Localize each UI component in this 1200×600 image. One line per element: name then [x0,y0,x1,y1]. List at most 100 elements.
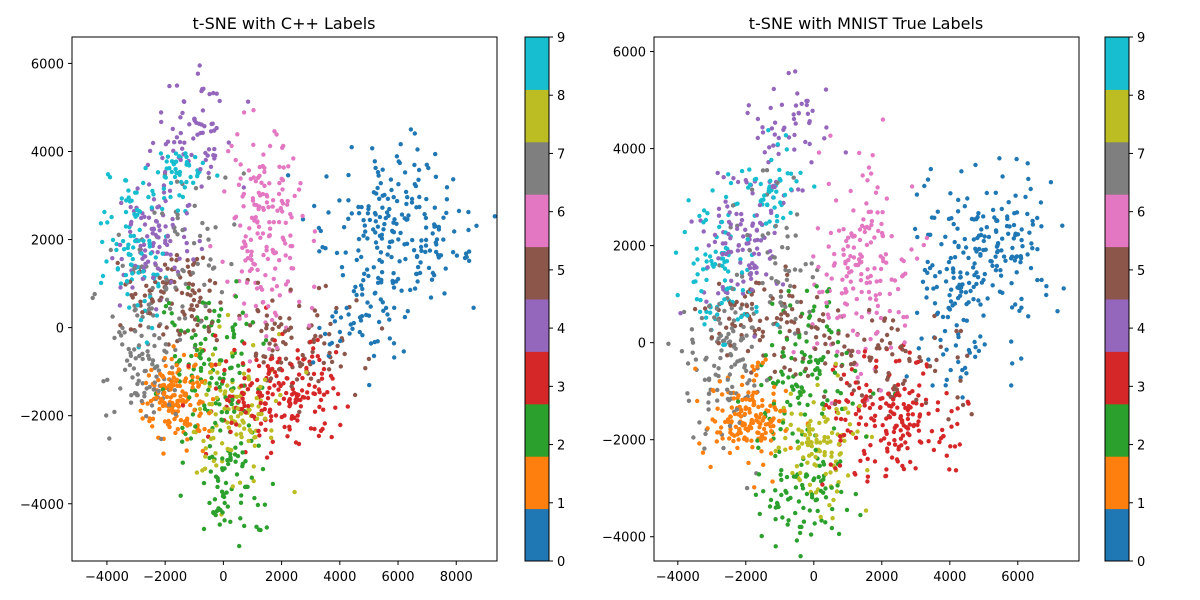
scatter-point-label-9 [180,194,186,200]
scatter-point-label-5 [783,264,788,269]
scatter-point-label-4 [159,119,164,125]
scatter-point-label-7 [681,309,687,315]
scatter-point-label-0 [952,255,958,260]
scatter-point-label-9 [131,233,137,239]
scatter-point-label-6 [257,204,262,209]
scatter-point-label-1 [192,363,197,369]
scatter-point-label-0 [418,244,424,250]
scatter-point-label-0 [356,204,361,210]
scatter-point-label-1 [746,460,751,466]
scatter-point-label-5 [207,288,212,293]
scatter-point-label-7 [118,386,123,391]
scatter-point-label-8 [256,404,261,409]
scatter-point-label-3 [931,447,937,453]
scatter-point-label-1 [758,411,764,417]
scatter-point-label-6 [222,189,227,194]
scatter-point-label-7 [208,257,213,262]
scatter-point-label-3 [886,403,892,408]
scatter-point-label-4 [161,190,167,195]
scatter-point-label-0 [371,353,377,359]
x-tick-label: 0 [219,570,227,585]
scatter-point-label-9 [143,165,148,171]
scatter-point-label-3 [256,363,262,369]
scatter-point-label-3 [923,397,929,402]
scatter-point-label-0 [432,205,437,210]
scatter-point-label-6 [276,219,282,225]
scatter-point-label-9 [703,315,709,320]
scatter-point-label-2 [261,341,266,346]
scatter-point-label-0 [416,177,421,182]
scatter-point-label-0 [989,259,994,264]
scatter-point-label-8 [857,403,862,409]
scatter-point-label-4 [731,176,736,181]
scatter-point-label-0 [1007,224,1012,229]
scatter-point-label-2 [797,530,803,536]
scatter-point-label-0 [977,246,982,252]
scatter-point-label-3 [239,390,245,395]
scatter-point-label-6 [820,289,825,294]
scatter-point-label-2 [779,492,784,498]
y-tick-label: −2000 [602,434,646,449]
scatter-point-label-3 [861,448,867,454]
scatter-point-label-0 [441,215,446,220]
scatter-point-label-0 [285,173,291,178]
scatter-point-label-5 [730,322,735,327]
scatter-point-label-3 [311,346,316,351]
scatter-point-label-5 [190,288,195,293]
scatter-point-label-7 [128,400,134,405]
scatter-point-label-7 [716,317,721,322]
scatter-point-label-5 [311,339,316,345]
scatter-point-label-2 [781,353,787,359]
scatter-point-label-8 [222,406,227,411]
scatter-point-label-0 [974,281,979,287]
scatter-point-label-0 [337,329,343,335]
scatter-point-label-0 [978,334,983,339]
scatter-point-label-4 [792,132,797,138]
scatter-point-label-6 [265,256,271,262]
scatter-point-label-0 [451,177,456,182]
scatter-point-label-0 [423,243,429,248]
scatter-point-label-6 [274,132,279,137]
scatter-point-label-8 [251,478,256,484]
scatter-point-label-9 [146,194,151,200]
scatter-point-label-4 [128,229,133,234]
scatter-point-label-0 [930,383,935,388]
scatter-point-label-1 [743,405,748,410]
scatter-point-label-0 [401,349,406,354]
scatter-point-label-9 [148,251,153,256]
scatter-point-label-2 [774,500,780,506]
colorbar-tick-label: 8 [1137,89,1145,104]
scatter-point-label-9 [752,177,757,182]
scatter-point-label-0 [915,234,920,240]
scatter-point-label-7 [730,384,735,390]
scatter-point-label-3 [284,376,289,381]
scatter-point-label-1 [752,485,757,490]
scatter-point-label-9 [183,151,188,156]
scatter-point-label-5 [161,332,166,337]
scatter-point-label-3 [270,392,275,397]
scatter-point-label-8 [200,468,205,473]
scatter-point-label-5 [958,328,964,334]
scatter-point-label-9 [769,157,774,163]
scatter-point-label-0 [990,263,995,268]
scatter-point-label-7 [741,324,746,330]
scatter-point-label-3 [865,479,870,484]
scatter-point-label-0 [1055,309,1060,314]
scatter-point-label-9 [191,180,196,185]
scatter-point-label-9 [104,259,109,264]
scatter-point-label-5 [264,322,269,328]
scatter-point-label-2 [206,300,212,306]
scatter-point-label-0 [389,254,394,260]
scatter-point-label-0 [979,227,984,232]
scatter-point-label-0 [982,342,987,347]
scatter-point-label-2 [215,475,220,481]
scatter-point-label-9 [762,193,767,198]
scatter-point-label-0 [371,265,376,270]
y-tick-label: 2000 [31,234,64,249]
scatter-point-label-0 [358,318,364,323]
scatter-point-label-6 [824,272,829,277]
scatter-point-label-3 [862,354,867,359]
scatter-point-label-7 [150,285,155,291]
scatter-point-label-9 [798,170,803,175]
scatter-point-label-2 [804,339,809,344]
